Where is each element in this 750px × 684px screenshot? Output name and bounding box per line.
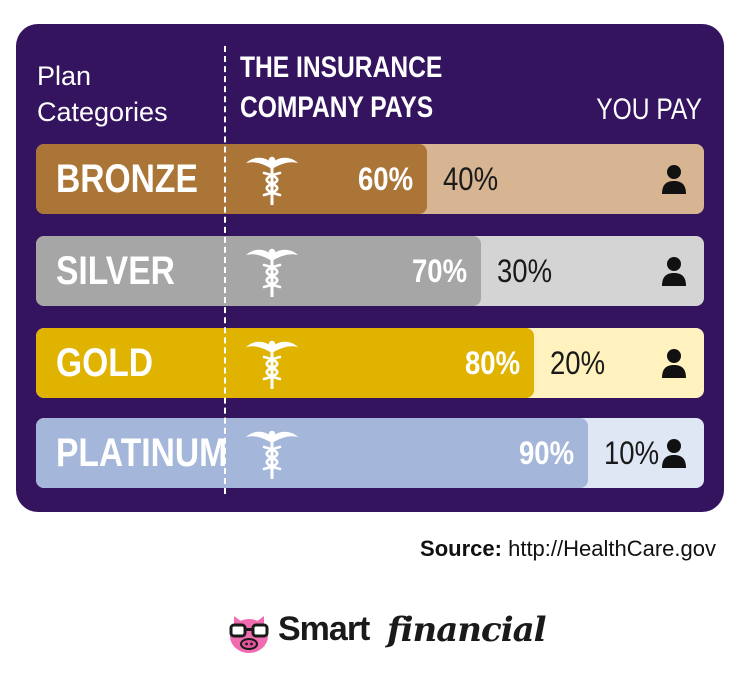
insurance-header-line-1: THE INSURANCE [240,51,443,84]
plan-row-bronze: BRONZE 60% 40% [36,144,704,214]
source-url: http://HealthCare.gov [508,536,716,561]
insurance-percent-label: 80% [464,345,520,381]
insurance-percent-label: 90% [518,435,574,471]
pig-with-glasses-icon [229,616,269,653]
insurance-bar [36,144,427,214]
person-icon [662,439,686,468]
you-pay-percent-label: 40% [443,161,499,197]
caduceus-icon [246,340,298,389]
source-label: Source: [420,536,502,561]
caduceus-icon [246,430,298,479]
you-pay-percent-label: 10% [604,435,660,471]
you-pay-percent-label: 30% [497,253,553,289]
you-pay-header: YOU PAY [596,93,702,126]
person-icon [662,165,686,194]
plan-header-line-2: Categories [37,97,168,127]
insurance-bar [36,236,481,306]
insurance-pays-header: THE INSURANCE COMPANY PAYS [240,48,442,128]
plan-row-silver: SILVER 70% 30% [36,236,704,306]
plan-header-line-1: Plan [37,61,92,91]
plan-row-gold: GOLD 80% 20% [36,328,704,398]
insurance-header-line-2: COMPANY PAYS [240,91,434,124]
logo-text-smart: Smart [278,610,370,648]
plan-row-platinum: PLATINUM 90% 10% [36,418,704,488]
you-pay-percent-label: 20% [550,345,606,381]
caduceus-icon [246,156,298,205]
logo-text-financial: financial [387,610,547,650]
insurance-percent-label: 60% [357,161,413,197]
plan-categories-header: Plan Categories [37,58,168,130]
caduceus-icon [246,248,298,297]
insurance-bar [36,328,534,398]
insurance-percent-label: 70% [411,253,467,289]
source-credit: Source: http://HealthCare.gov [420,536,716,562]
person-icon [662,349,686,378]
dashed-divider [224,46,226,494]
person-icon [662,257,686,286]
plan-name-label: BRONZE [56,157,198,201]
plan-name-label: GOLD [56,341,154,385]
plan-name-label: SILVER [56,249,175,293]
insurance-bar [36,418,588,488]
plan-name-label: PLATINUM [56,431,228,475]
